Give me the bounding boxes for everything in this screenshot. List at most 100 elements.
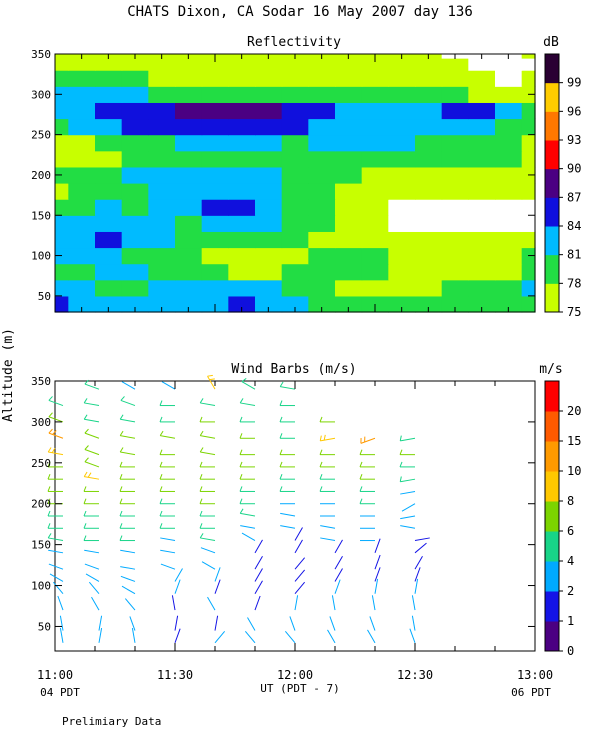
reflectivity-cell (255, 118, 283, 136)
wind-barb (47, 523, 63, 529)
reflectivity-cell (521, 134, 536, 152)
colorbar-swatch (545, 82, 559, 112)
wind-barb (91, 596, 100, 611)
reflectivity-cell (121, 279, 149, 297)
wind-barb-feather (239, 433, 243, 439)
colorbar-swatch (545, 197, 559, 227)
reflectivity-cell (281, 102, 309, 120)
reflectivity-cell (441, 58, 469, 71)
wind-barb-feather (119, 510, 123, 517)
reflectivity-cell (228, 231, 256, 249)
wind-barb-staff (48, 399, 64, 407)
wind-barb (374, 554, 381, 570)
reflectivity-cell (68, 247, 96, 265)
wind-barb-staff (120, 435, 136, 439)
reflectivity-cell (148, 215, 176, 232)
reflectivity-cell (335, 70, 363, 87)
wind-barb-feather (159, 510, 163, 517)
colorbar-swatch (545, 140, 559, 170)
wind-barb-feather (159, 449, 163, 455)
wind-barb-staff (254, 595, 261, 611)
wind-barb (359, 486, 375, 492)
wind-barb (199, 486, 216, 492)
wb-y-tick-label: 50 (38, 620, 51, 633)
wind-barb (161, 381, 176, 390)
reflectivity-cell (121, 150, 149, 168)
reflectivity-cell (495, 58, 523, 71)
wind-barb (160, 563, 176, 570)
wind-barb-staff (414, 542, 427, 554)
wind-barb (119, 447, 136, 456)
reflectivity-cell (148, 70, 176, 87)
wind-barb-staff (374, 538, 381, 553)
colorbar-level-label: 15 (567, 434, 581, 448)
wind-barb-staff (59, 627, 64, 643)
wind-barb (83, 498, 99, 505)
wind-barb (289, 616, 296, 631)
wind-barb (279, 461, 295, 468)
wind-barb-staff (360, 437, 376, 444)
wind-barb (279, 449, 295, 456)
wind-barb (174, 615, 179, 631)
wind-barb-staff (120, 399, 136, 407)
reflectivity-cell (148, 183, 176, 200)
wind-barb (414, 567, 421, 582)
wind-barb (159, 400, 175, 407)
colorbar-level-label: 99 (567, 76, 581, 90)
wind-barb (83, 535, 99, 542)
reflectivity-cell (148, 102, 176, 120)
wind-barb (121, 381, 136, 390)
reflectivity-cell (441, 199, 469, 216)
wind-barb (160, 537, 176, 542)
wind-barb (239, 449, 255, 456)
reflectivity-cell (308, 215, 336, 232)
wind-barb-staff (414, 567, 421, 582)
wind-barb (371, 595, 376, 611)
wind-barb-feather (119, 414, 124, 420)
wind-barbs-axes: 50 100 150 200 250 300 350 11:00 11:30 12:00 12:30… (31, 375, 553, 682)
reflectivity-cell (468, 279, 496, 297)
wind-barb (279, 381, 296, 390)
reflectivity-cell (441, 183, 469, 200)
wind-barb (214, 579, 221, 594)
reflectivity-cell (495, 102, 523, 120)
reflectivity-cell (95, 247, 123, 265)
wind-barb-staff (84, 402, 100, 407)
reflectivity-cell (361, 183, 389, 200)
wind-barb-feather (359, 461, 363, 468)
wind-barb-feather (48, 428, 53, 434)
wind-barb (57, 595, 64, 611)
colorbar-swatch (545, 531, 559, 562)
reflectivity-cell (468, 183, 496, 200)
reflectivity-cell (68, 118, 96, 136)
reflectivity-cell (95, 263, 123, 281)
wind-barb-staff (84, 449, 100, 456)
wind-barb-feather (47, 461, 51, 468)
wind-barb-staff (52, 581, 64, 595)
reflectivity-cell (415, 279, 443, 297)
reflectivity-cell (468, 102, 496, 120)
hm-y-tick-label: 300 (31, 88, 51, 101)
reflectivity-cell (415, 86, 443, 103)
reflectivity-cell (335, 150, 363, 168)
wind-barb-feather (119, 447, 124, 453)
reflectivity-cell (95, 118, 123, 136)
colorbar-swatch (545, 411, 559, 442)
reflectivity-cell (415, 199, 443, 216)
wind-barb-staff (254, 539, 263, 554)
reflectivity-cell (121, 183, 149, 200)
wind-barb (374, 567, 381, 582)
reflectivity-cell (308, 295, 336, 313)
reflectivity-cell (468, 263, 496, 281)
reflectivity-cell (335, 295, 363, 313)
wind-barb (334, 555, 343, 570)
wind-barb (159, 416, 175, 423)
footer-left-time: 04 PDT (40, 686, 80, 699)
reflectivity-cell (468, 58, 496, 71)
wind-barb (207, 374, 216, 390)
wind-barb-feather (47, 473, 51, 480)
reflectivity-cell (175, 70, 203, 87)
wind-barb-staff (411, 595, 416, 611)
wind-barb-staff (411, 615, 416, 631)
reflectivity-cell (415, 183, 443, 200)
